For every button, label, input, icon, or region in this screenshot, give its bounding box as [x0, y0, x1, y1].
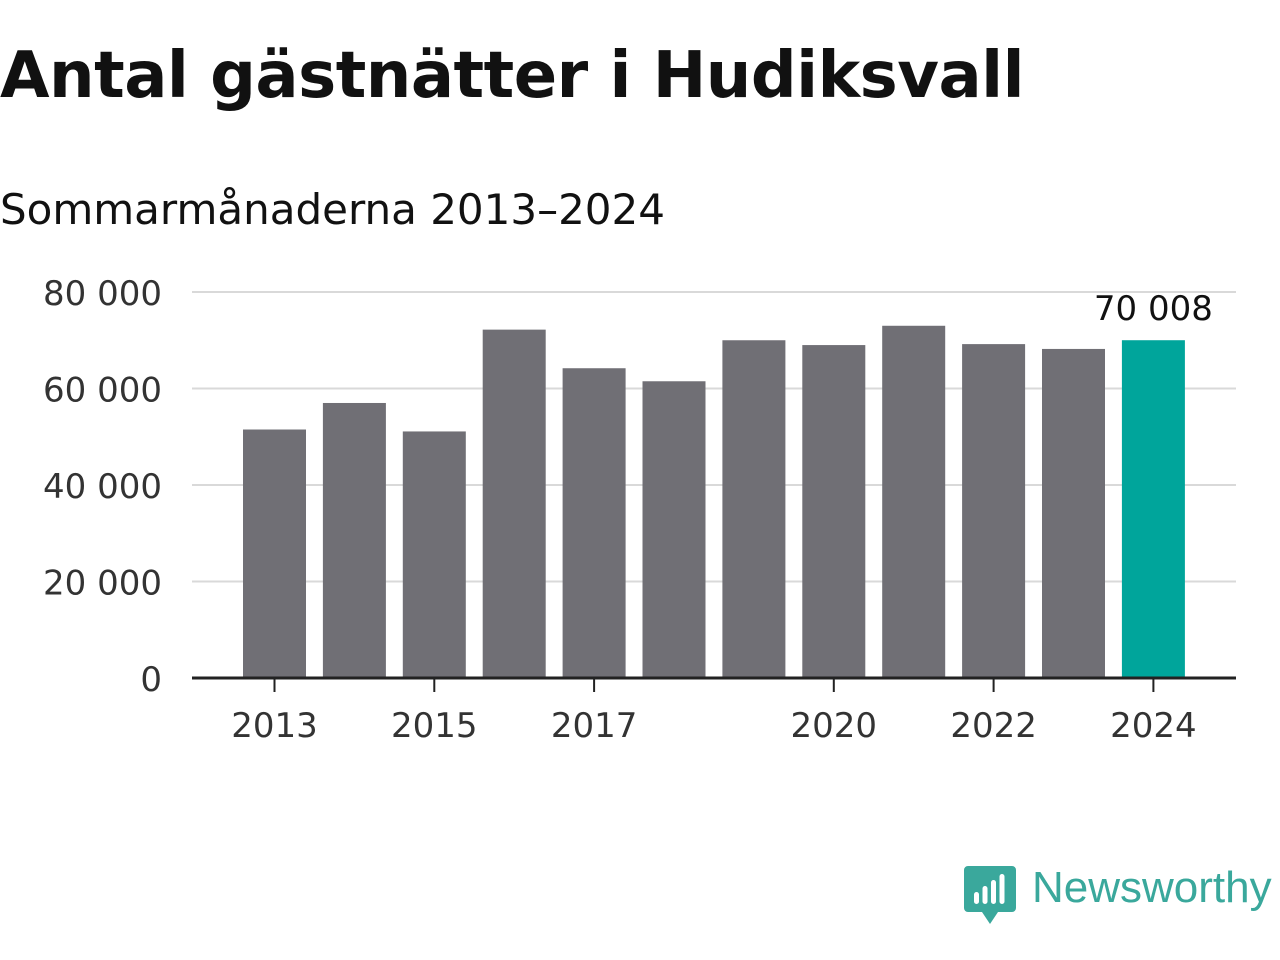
bar: [243, 429, 306, 678]
newsworthy-logo-icon: [964, 866, 1016, 924]
x-tick-label: 2017: [551, 706, 638, 746]
bar: [402, 431, 466, 678]
newsworthy-logo: Newsworthy: [964, 862, 1280, 924]
bar: [962, 344, 1026, 678]
y-axis-tick-labels: 0 20 000 40 000 60 000 80 000: [43, 274, 162, 700]
x-tick-label: 2024: [1110, 706, 1197, 746]
brand-name: Newsworthy: [1032, 863, 1272, 912]
x-tick-label: 2015: [391, 706, 478, 746]
bar: [882, 325, 946, 678]
x-axis-ticks: 2013 2015 2017 2020 2022 2024: [231, 678, 1197, 746]
bar-highlight: [1121, 340, 1185, 678]
bar: [322, 402, 386, 678]
data-label: 70 008: [1094, 289, 1213, 329]
x-tick-label: 2013: [231, 706, 318, 746]
bar: [1042, 348, 1105, 678]
chart-title: Antal gästnätter i Hudiksvall: [0, 39, 1025, 113]
y-tick-label: 20 000: [43, 564, 162, 604]
y-tick-label: 40 000: [43, 467, 162, 507]
bar: [802, 345, 866, 678]
bar: [562, 368, 626, 678]
x-tick-label: 2020: [791, 706, 878, 746]
bar: [642, 381, 706, 678]
chart-subtitle: Sommarmånaderna 2013–2024: [0, 185, 665, 234]
x-tick-label: 2022: [950, 706, 1037, 746]
y-tick-label: 0: [140, 660, 162, 700]
bar: [722, 340, 786, 678]
y-tick-label: 80 000: [43, 274, 162, 314]
bar: [482, 329, 546, 678]
y-tick-label: 60 000: [43, 371, 162, 411]
bars: [243, 325, 1185, 678]
data-labels: 70 008: [1094, 289, 1213, 329]
